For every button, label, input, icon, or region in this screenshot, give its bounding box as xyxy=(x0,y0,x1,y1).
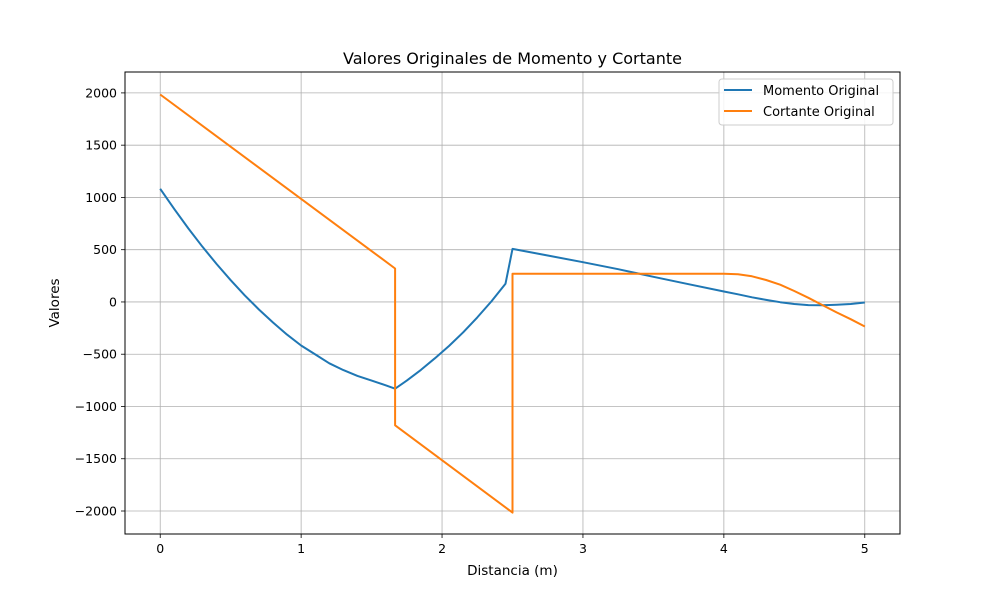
y-axis-title: Valores xyxy=(47,278,63,327)
y-tick-label: 2000 xyxy=(85,85,117,100)
plot-series xyxy=(159,93,866,514)
axis-ticks: 0 1 2 3 4 5 2000 1500 1000 500 0 −500 −1000 −1500 −200… xyxy=(75,85,869,556)
legend-label-momento: Momento Original xyxy=(763,84,879,99)
y-tick-label: −2000 xyxy=(75,504,117,519)
x-tick-label: 1 xyxy=(297,541,305,556)
y-tick-label: −1500 xyxy=(75,451,117,466)
y-tick-label: 1500 xyxy=(85,138,117,153)
y-tick-label: −500 xyxy=(83,347,117,362)
x-tick-label: 4 xyxy=(720,541,728,556)
chart-title: Valores Originales de Momento y Cortante xyxy=(343,49,682,68)
y-tick-label: 1000 xyxy=(85,190,117,205)
y-tick-label: −1000 xyxy=(75,399,117,414)
y-tick-label: 500 xyxy=(93,242,117,257)
x-tick-label: 0 xyxy=(156,541,164,556)
legend: Momento Original Cortante Original xyxy=(718,78,894,126)
legend-label-cortante: Cortante Original xyxy=(763,105,875,120)
series-line-momento-original xyxy=(159,188,865,390)
legend-box xyxy=(718,78,894,126)
series-line-cortante-original xyxy=(159,93,866,514)
x-axis-title: Distancia (m) xyxy=(467,563,558,579)
x-tick-label: 2 xyxy=(438,541,446,556)
y-tick-label: 0 xyxy=(109,294,117,309)
x-tick-label: 5 xyxy=(861,541,869,556)
x-tick-label: 3 xyxy=(579,541,587,556)
plot-area-frame xyxy=(124,71,901,535)
